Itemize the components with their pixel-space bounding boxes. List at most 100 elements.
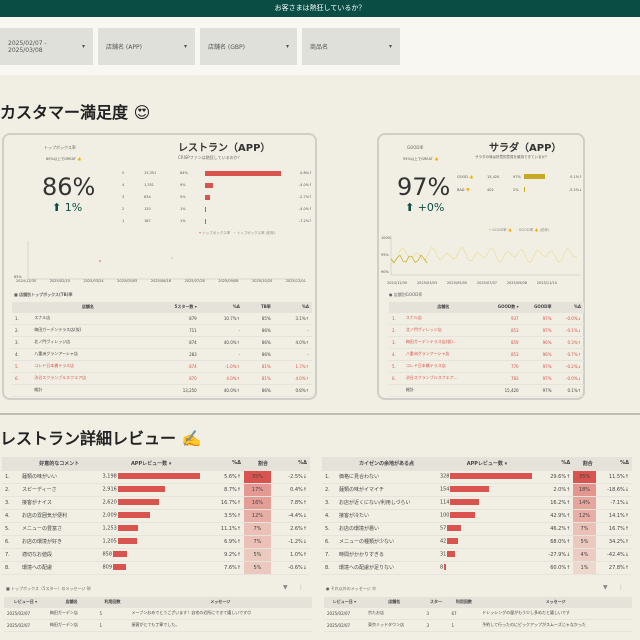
data-table: レビュー日 ▾ 店舗名 スター 利用回数 メッセージ 2025/02/07 京たお店 3 67 ド… — [324, 597, 632, 632]
share-delta: 2.6%↑ — [270, 522, 310, 536]
count-bar — [113, 564, 127, 571]
column-header[interactable] — [389, 302, 403, 313]
table-row: 6. メニューの種類が少ない 42 68.0%↑ 5% 34.2%↑ — [322, 535, 632, 549]
column-header[interactable]: 利用回数 — [96, 597, 129, 608]
table-row: 1. 価格に見合わない 328 29.6%↑ 35% 11.5%↑ — [322, 470, 632, 484]
product-filter[interactable]: 商品名 ▾ — [302, 28, 400, 65]
cell: 0.3%↑ — [554, 336, 584, 349]
star-cell: 1 — [122, 219, 125, 223]
delta: 11.1%↑ — [202, 522, 244, 536]
share: 12% — [573, 509, 596, 523]
share-delta: -7.1%↓ — [595, 496, 632, 510]
date-range-filter[interactable]: 2025/02/07 - 2025/03/08 ▾ — [0, 28, 93, 65]
count-bar — [117, 473, 200, 480]
data-table: 好意的なコメント APPレビュー数 ▾ %Δ 割合 %Δ 1. 麺類の味がいい 3,198 5.… — [2, 457, 310, 575]
cell: 870 — [144, 372, 200, 385]
column-header[interactable] — [12, 302, 32, 313]
cell: 4.0%↑ — [273, 372, 312, 385]
column-header[interactable]: %Δ — [595, 457, 632, 471]
column-header[interactable]: レビュー日 ▾ — [4, 597, 47, 608]
stat-cell: 2% — [513, 187, 519, 192]
count-cell: 42 — [436, 535, 537, 549]
column-header[interactable]: レビュー日 ▾ — [324, 597, 365, 608]
column-header[interactable]: メッセージ — [479, 597, 632, 608]
share-delta: 0.4%↑ — [270, 483, 310, 497]
column-header[interactable]: TB率 — [242, 302, 274, 313]
column-header[interactable]: 店舗名 — [31, 302, 145, 313]
total-cell: 40.0%↑ — [199, 384, 243, 397]
column-header[interactable]: %Δ — [202, 457, 244, 471]
column-header[interactable]: 5スター数 ▾ — [144, 302, 200, 313]
count: 154 — [439, 486, 450, 493]
cell: 北ノ門ヴィレッジ店 — [31, 336, 145, 349]
stat-cell: 402 — [487, 187, 494, 192]
column-header[interactable]: カイゼンの余地がある点 — [336, 457, 437, 471]
rank: 3. — [2, 496, 19, 510]
rank: 8. — [322, 561, 337, 575]
x-tick: 2025/07/28 — [184, 279, 205, 283]
column-header[interactable]: APPレビュー数 ▾ — [99, 457, 203, 471]
column-header[interactable]: 店舗名 — [364, 597, 424, 608]
count: 2,009 — [102, 512, 117, 519]
delta: 6.9%↑ — [202, 535, 244, 549]
cell: 北ノ門ヴィレッジ店 — [402, 324, 484, 337]
cell: 3. — [12, 336, 32, 349]
column-header[interactable]: %Δ — [554, 302, 584, 313]
total-cell: 97% — [521, 384, 555, 397]
cell: - — [273, 348, 312, 361]
table-row: 2. スピーディーさ 2,916 8.7%↑ 17% 0.4%↑ — [2, 483, 310, 497]
column-header[interactable]: 利用回数 — [448, 597, 480, 608]
column-header[interactable]: スター — [423, 597, 449, 608]
column-header[interactable]: 割合 — [573, 457, 596, 471]
more-options-icon[interactable]: ⋮ — [298, 584, 304, 591]
cell: メーブンおめでとうございます！自宅の近所にできて嬉しいです😊 — [128, 607, 312, 620]
filter-icon[interactable]: ▼ — [283, 584, 288, 591]
column-header[interactable] — [322, 457, 337, 471]
count-bar — [113, 551, 127, 558]
star-delta: -7.2%↑ — [298, 219, 312, 223]
column-header[interactable]: 店舗名 — [402, 302, 484, 313]
column-header[interactable]: %Δ — [199, 302, 243, 313]
column-header[interactable]: GOOD率 — [521, 302, 555, 313]
column-header[interactable]: 割合 — [243, 457, 271, 471]
table-row: 2025/02/07 梅田ガーデン店 1 接客がとても丁寧でした。 — [4, 619, 312, 632]
stat-row: BAD 👎 402 2% -5.2%↓ — [457, 183, 582, 196]
column-header[interactable]: APPレビュー数 ▾ — [436, 457, 537, 471]
cell: スナル店 — [31, 312, 145, 325]
cell: 96% — [521, 348, 555, 361]
more-options-icon[interactable]: ⋮ — [618, 584, 624, 591]
cell: 6. — [389, 372, 403, 385]
chart-legend: ━ GOOD率 👍 ━ GOOD率 👍 (前年) — [489, 228, 550, 232]
data-table: 店舗名 5スター数 ▾ %Δ TB率 %Δ 1. スナル店 879 10.7%↑ 85% 3.1%↑… — [12, 302, 312, 397]
column-header[interactable]: %Δ — [536, 457, 574, 471]
count: 8 — [439, 564, 444, 571]
column-header[interactable] — [2, 457, 19, 471]
column-header[interactable]: %Δ — [273, 302, 312, 313]
rank: 2. — [322, 483, 337, 497]
kpi-note: 80%以上でGREAT 👍 — [46, 157, 82, 161]
column-header[interactable]: %Δ — [270, 457, 310, 471]
star-row: 1 187 1% -7.2%↑ — [122, 215, 312, 227]
cell: -0.2%↓ — [554, 360, 584, 373]
count-bar — [447, 525, 462, 532]
top-messages-title: ■ トップボックス（5スター）のメッセージ 😻 — [6, 586, 91, 591]
delta: 16.2%↑ — [536, 496, 574, 510]
table-row: 8. 環境への配慮が足りない 8 60.0%↑ 1% 27.8%↑ — [322, 561, 632, 575]
store-gbp-filter[interactable]: 店舗名 (GBP) ▾ — [200, 28, 297, 65]
column-header[interactable]: GOOD数 ▾ — [483, 302, 522, 313]
column-header[interactable]: 好意的なコメント — [19, 457, 100, 471]
cell: 1 — [96, 619, 129, 632]
x-tick: 2024/12/30 — [16, 279, 37, 283]
store-app-filter[interactable]: 店舗名 (APP) ▾ — [98, 28, 195, 65]
cell: 4. — [389, 348, 403, 361]
total-cell — [12, 384, 32, 397]
column-header[interactable]: メッセージ — [128, 597, 312, 608]
share: 14% — [573, 496, 596, 510]
data-table: 店舗名 GOOD数 ▾ GOOD率 %Δ 1. スナル店 937 97% -0.0%↓ 2. 北ノ門… — [389, 302, 584, 397]
data-table: レビュー日 ▾ 店舗名 利用回数 メッセージ 2025/02/07 梅田ガーデン店 5 メーブ… — [4, 597, 312, 632]
star-delta: -4.0%↑ — [298, 207, 312, 211]
stat-delta: -5.2%↓ — [568, 187, 582, 192]
column-header[interactable]: 店舗名 — [46, 597, 97, 608]
filter-icon[interactable]: ▼ — [603, 584, 608, 591]
table-row: 8. 環境への配慮 809 7.6%↑ 5% -0.6%↓ — [2, 561, 310, 575]
